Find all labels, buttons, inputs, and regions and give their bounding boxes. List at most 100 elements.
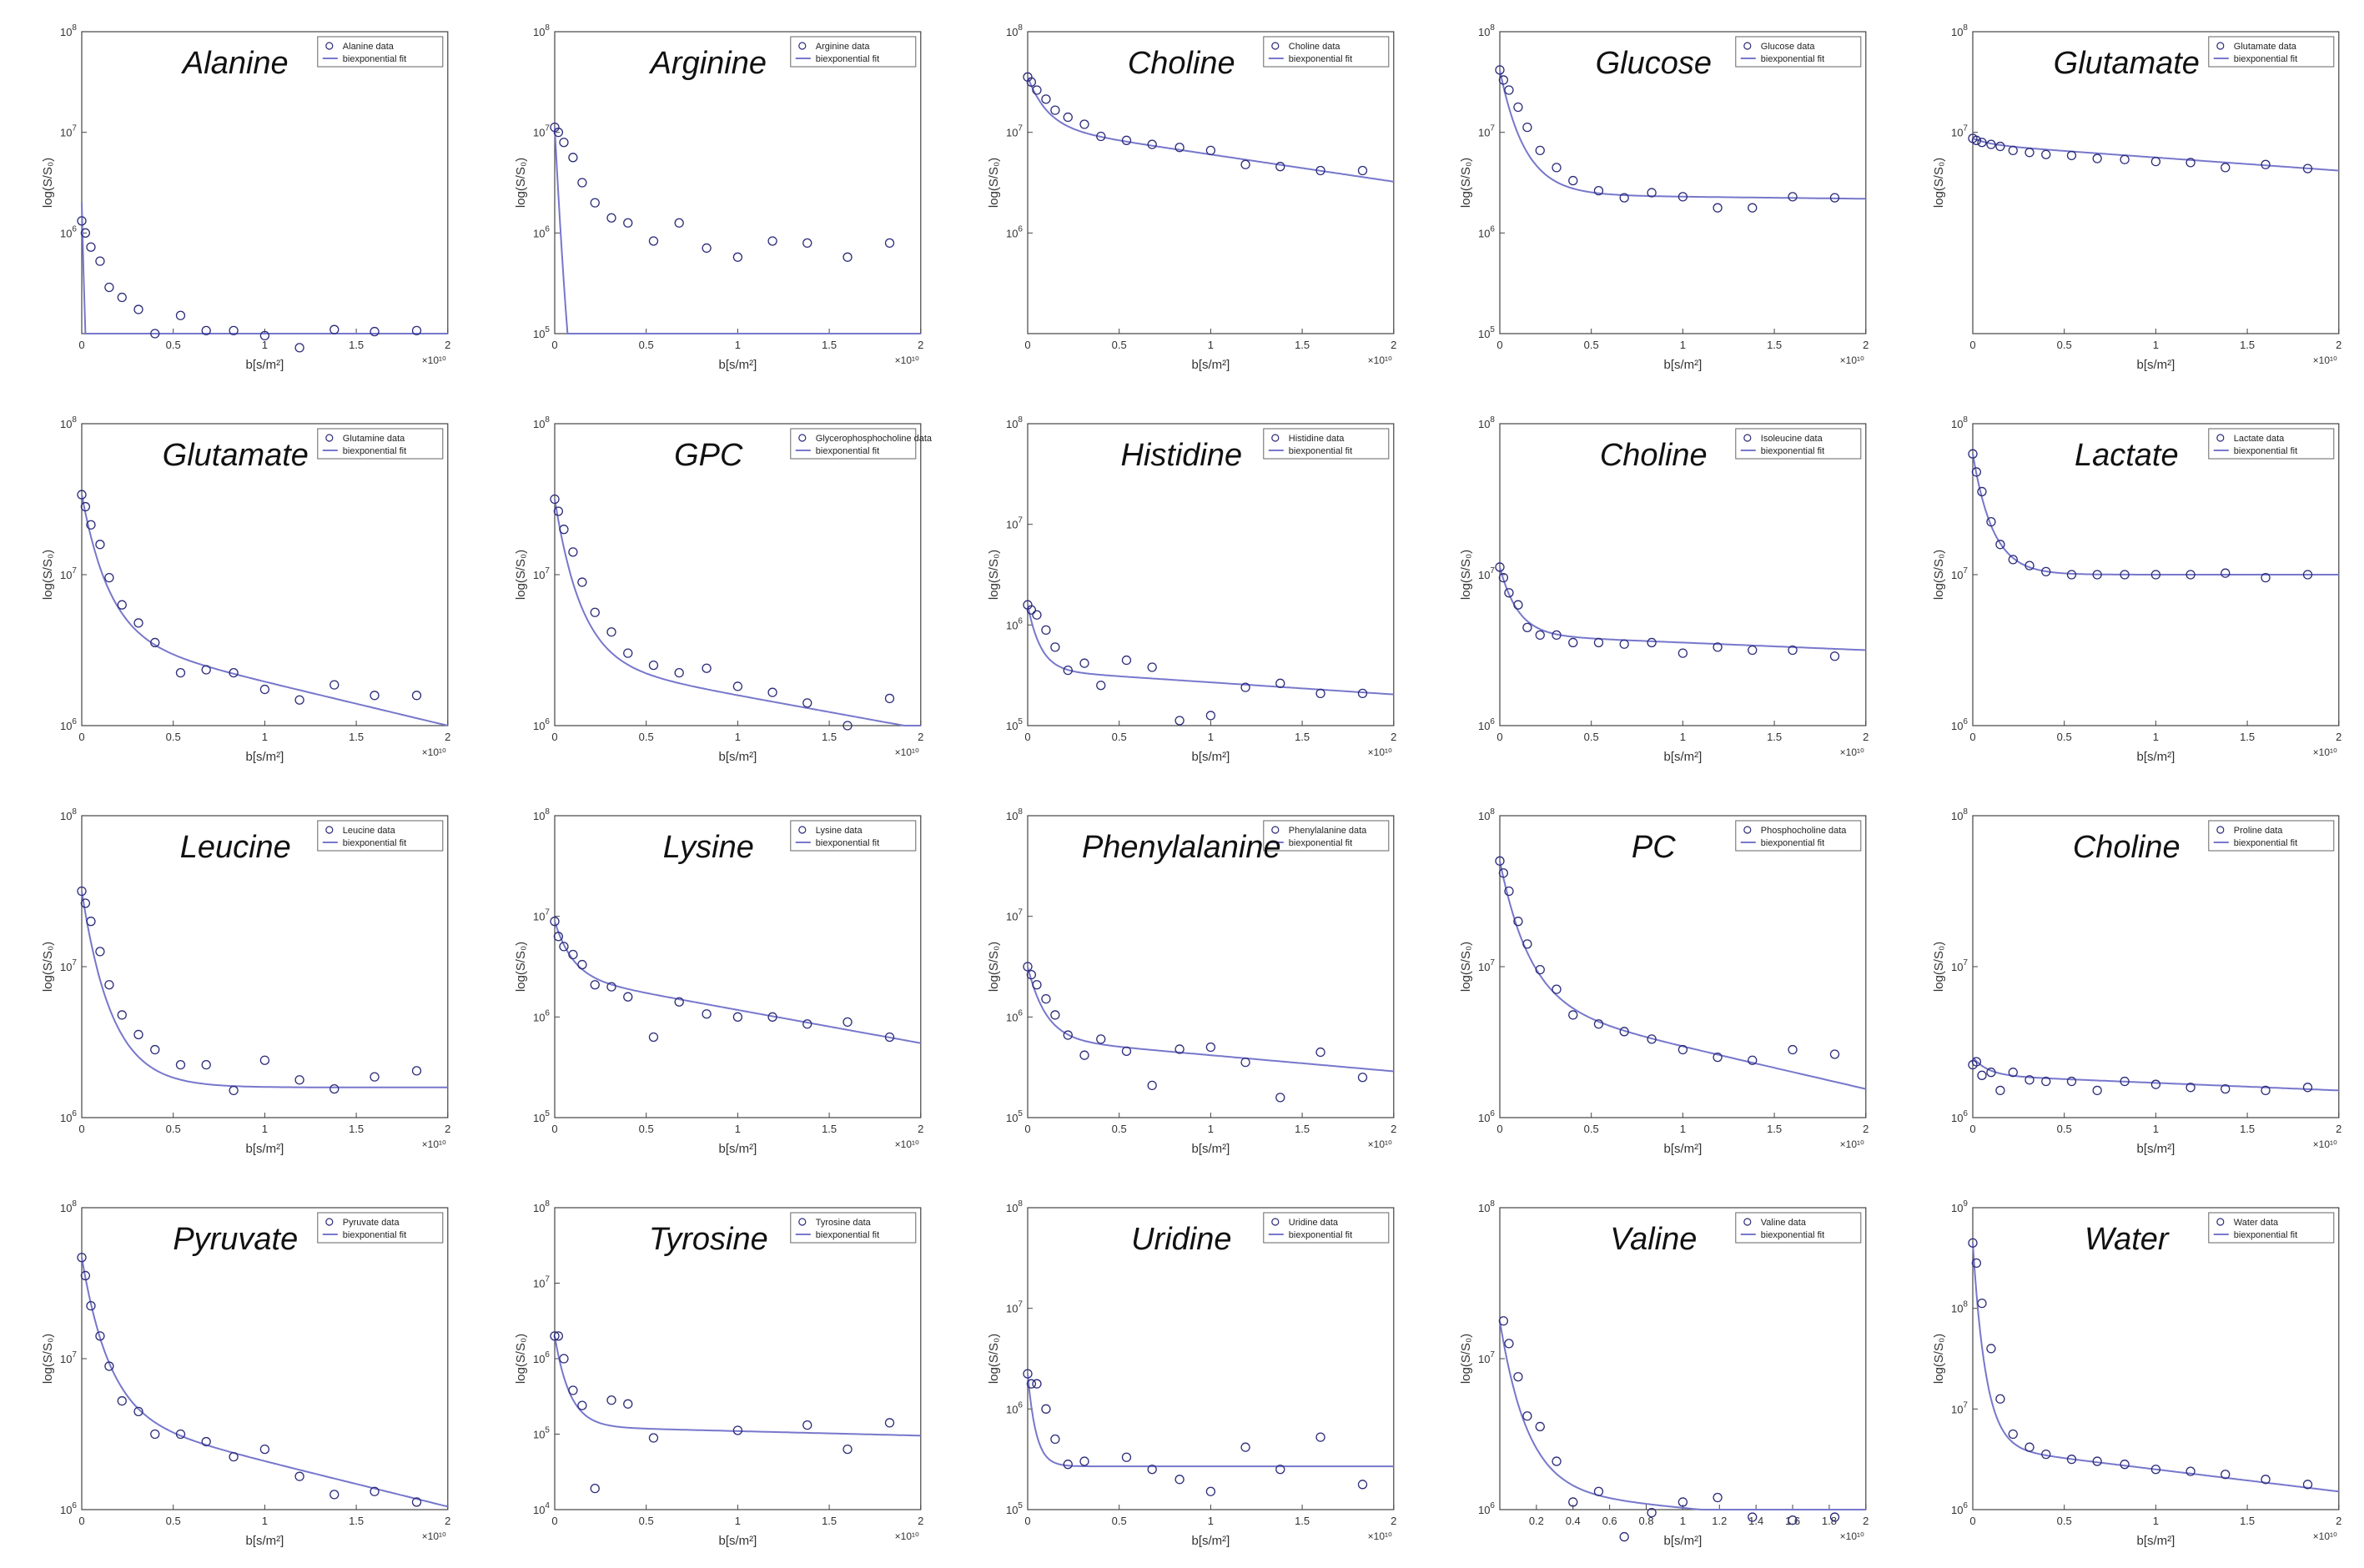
y-axis-label: log(S/S₀) bbox=[41, 550, 55, 600]
data-point bbox=[2221, 568, 2231, 578]
fit-curve bbox=[1499, 861, 1867, 1090]
data-point bbox=[1504, 886, 1515, 897]
data-point bbox=[1971, 1057, 1982, 1067]
x-exponent-label: ×10¹⁰ bbox=[1840, 1530, 1864, 1542]
legend-data-label: Water data bbox=[2234, 1218, 2279, 1228]
axes-box bbox=[1972, 1207, 2340, 1510]
legend-box bbox=[1735, 820, 1862, 852]
data-point bbox=[1240, 159, 1250, 169]
data-point bbox=[1536, 1421, 1546, 1432]
data-point bbox=[1968, 1238, 1978, 1248]
data-point bbox=[117, 1010, 127, 1020]
x-tick-label: 0.5 bbox=[1584, 731, 1599, 743]
fit-curve bbox=[553, 499, 921, 726]
panel-title: Glucose bbox=[1596, 46, 1712, 81]
x-tick-label: 1 bbox=[1680, 1123, 1686, 1135]
data-point bbox=[1205, 145, 1215, 156]
legend-box bbox=[317, 428, 444, 460]
chart-panel-pyruvate: 106 107 108 0 0.5 1 1.5 2 ×10¹⁰ b[s/m²] log(S/S₀) P… bbox=[41, 1199, 450, 1548]
legend-data-label: Uridine data bbox=[1288, 1218, 1338, 1228]
y-tick-label: 109 bbox=[1951, 1199, 1968, 1214]
legend-box bbox=[2208, 428, 2335, 460]
x-axis-label: b[s/m²] bbox=[2137, 1534, 2175, 1548]
legend-fit-label: biexponential fit bbox=[343, 54, 406, 64]
x-tick-label: 2 bbox=[918, 1515, 923, 1527]
data-point bbox=[1357, 688, 1367, 699]
chart-panel-pc: 106 107 108 0 0.5 1 1.5 2×10¹⁰ b[s/m²] log(S/S₀) P… bbox=[1459, 807, 1869, 1156]
x-tick-label: 1 bbox=[1207, 1123, 1213, 1135]
data-point bbox=[2092, 1456, 2103, 1466]
data-point bbox=[802, 1420, 812, 1430]
data-point bbox=[175, 1429, 186, 1440]
x-tick-label: 0.5 bbox=[166, 731, 181, 743]
data-point bbox=[2008, 555, 2019, 565]
data-point bbox=[1315, 1047, 1325, 1058]
data-point bbox=[674, 997, 684, 1007]
x-exponent-label: ×10¹⁰ bbox=[1367, 1530, 1391, 1542]
data-point bbox=[150, 329, 160, 339]
data-point bbox=[1568, 637, 1578, 648]
x-axis-label: b[s/m²] bbox=[1664, 1142, 1703, 1156]
data-point bbox=[117, 292, 127, 303]
x-tick-label: 1 bbox=[735, 1123, 741, 1135]
y-tick-label: 107 bbox=[1951, 958, 1968, 973]
y-tick-label: 107 bbox=[60, 1350, 77, 1365]
y-axis-label: log(S/S₀) bbox=[1932, 942, 1946, 992]
data-point bbox=[1968, 449, 1978, 459]
x-axis-label: b[s/m²] bbox=[1191, 1534, 1230, 1548]
data-point bbox=[1513, 1372, 1523, 1382]
data-point bbox=[1275, 1093, 1285, 1103]
data-point bbox=[1568, 175, 1578, 186]
data-point bbox=[1174, 1044, 1185, 1054]
x-tick-label: 1 bbox=[1680, 339, 1686, 351]
data-point bbox=[1040, 94, 1051, 104]
data-point bbox=[1121, 655, 1131, 666]
panel-title: Arginine bbox=[648, 46, 766, 81]
legend-data-label: Lysine data bbox=[816, 826, 863, 836]
panel-title: Choline bbox=[1600, 438, 1708, 473]
x-tick-label: 0 bbox=[1497, 731, 1503, 743]
data-point bbox=[1147, 139, 1157, 149]
data-point bbox=[1830, 1512, 1840, 1522]
data-point bbox=[133, 618, 143, 628]
data-point bbox=[884, 1418, 894, 1428]
x-tick-label: 1 bbox=[2153, 731, 2159, 743]
x-tick-label: 1.5 bbox=[2240, 1515, 2255, 1527]
data-point bbox=[104, 980, 114, 990]
data-point bbox=[259, 330, 270, 341]
data-point bbox=[175, 667, 186, 678]
data-point bbox=[95, 540, 105, 550]
x-tick-label: 1.5 bbox=[1295, 731, 1310, 743]
y-tick-label: 107 bbox=[60, 958, 77, 973]
data-point bbox=[2150, 570, 2161, 580]
y-tick-label: 106 bbox=[1006, 616, 1023, 631]
x-exponent-label: ×10¹⁰ bbox=[1840, 1138, 1864, 1150]
data-point bbox=[568, 153, 578, 163]
data-point bbox=[648, 236, 658, 246]
x-tick-label: 2 bbox=[2336, 339, 2341, 351]
data-point bbox=[577, 1400, 587, 1410]
data-point bbox=[229, 325, 239, 336]
chart-panel-choline: 106 107 108 0 0.5 1 1.5 2 ×10¹⁰ b[s/m²] log(S/S₀) P… bbox=[1932, 807, 2341, 1156]
y-tick-label: 107 bbox=[60, 566, 77, 581]
legend-marker bbox=[2216, 1218, 2225, 1226]
x-tick-label: 1.4 bbox=[1749, 1515, 1764, 1527]
legend-marker bbox=[1743, 826, 1752, 834]
data-point bbox=[1647, 1507, 1657, 1518]
x-tick-label: 1.5 bbox=[1295, 339, 1310, 351]
x-tick-label: 1.5 bbox=[1295, 1123, 1310, 1135]
legend-data-label: Glutamate data bbox=[2234, 42, 2297, 52]
data-point bbox=[1031, 85, 1042, 95]
x-tick-label: 1 bbox=[262, 1515, 268, 1527]
data-point bbox=[2041, 1076, 2051, 1087]
data-point bbox=[702, 663, 712, 673]
y-tick-label: 106 bbox=[60, 1109, 77, 1124]
data-point bbox=[1079, 119, 1089, 129]
legend-box bbox=[2208, 1212, 2335, 1244]
data-point bbox=[1031, 610, 1042, 620]
x-tick-label: 2 bbox=[1864, 1515, 1869, 1527]
data-point bbox=[1275, 1465, 1285, 1475]
data-point bbox=[411, 1497, 422, 1507]
data-point bbox=[1977, 138, 1987, 148]
